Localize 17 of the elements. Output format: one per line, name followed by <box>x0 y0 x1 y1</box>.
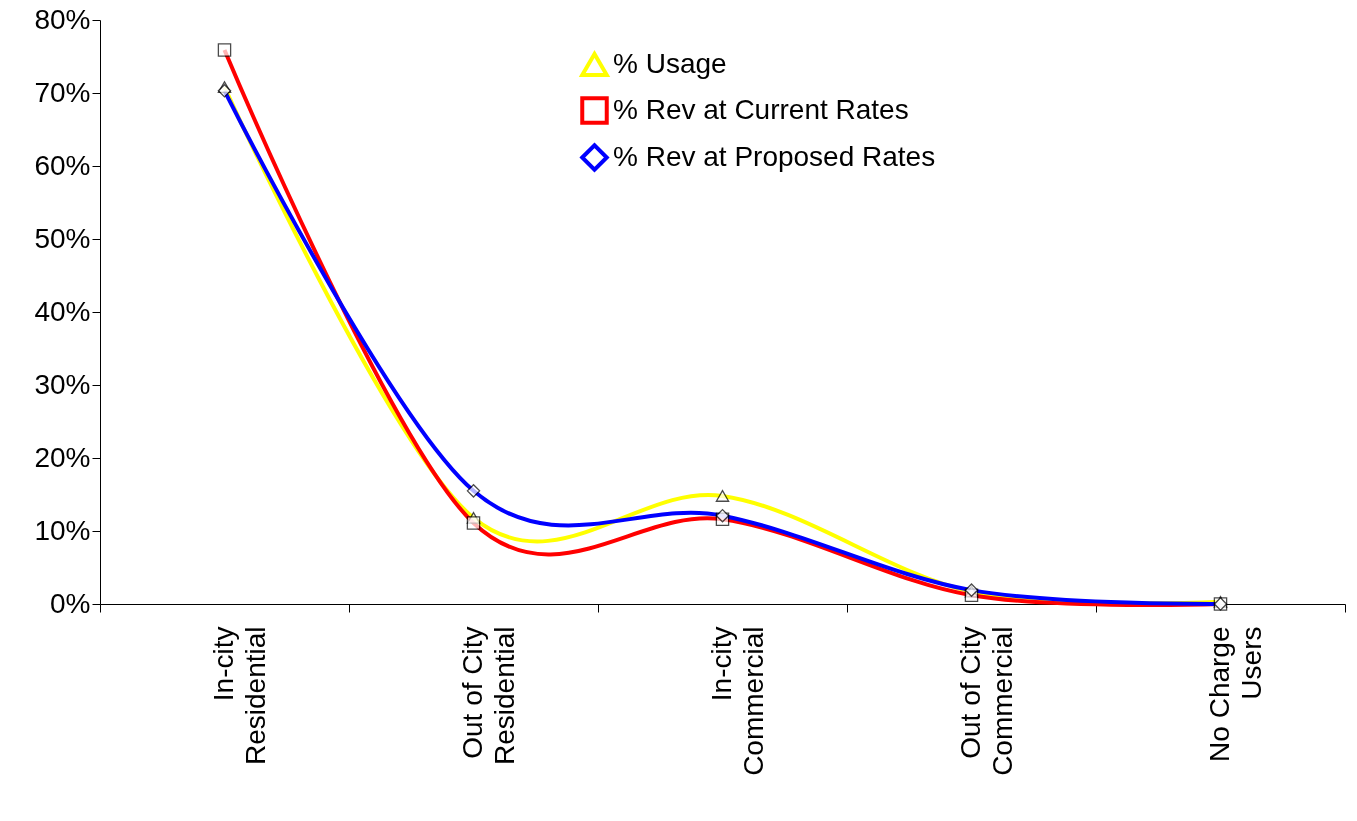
y-tick-label: 20% <box>34 441 91 473</box>
x-tick-label: Out of City Commercial <box>955 626 1018 776</box>
y-tick-label: 60% <box>34 149 91 181</box>
x-tick-label: In-city Residential <box>208 626 271 766</box>
y-tick-label: 10% <box>34 514 91 546</box>
x-tick-label: No Charge Users <box>1204 626 1267 762</box>
y-tick-label: 0% <box>50 587 91 619</box>
legend-label: % Rev at Current Rates <box>613 93 909 125</box>
y-tick-label: 80% <box>34 3 91 35</box>
y-tick-label: 40% <box>34 295 91 327</box>
x-tick-label: In-city Commercial <box>706 626 769 776</box>
y-tick-label: 50% <box>34 222 91 254</box>
legend-label: % Rev at Proposed Rates <box>613 140 936 172</box>
y-tick-label: 30% <box>34 368 91 400</box>
legend-label: % Usage <box>613 47 727 79</box>
y-tick-label: 70% <box>34 76 91 108</box>
x-tick-label: Out of City Residential <box>457 626 520 766</box>
